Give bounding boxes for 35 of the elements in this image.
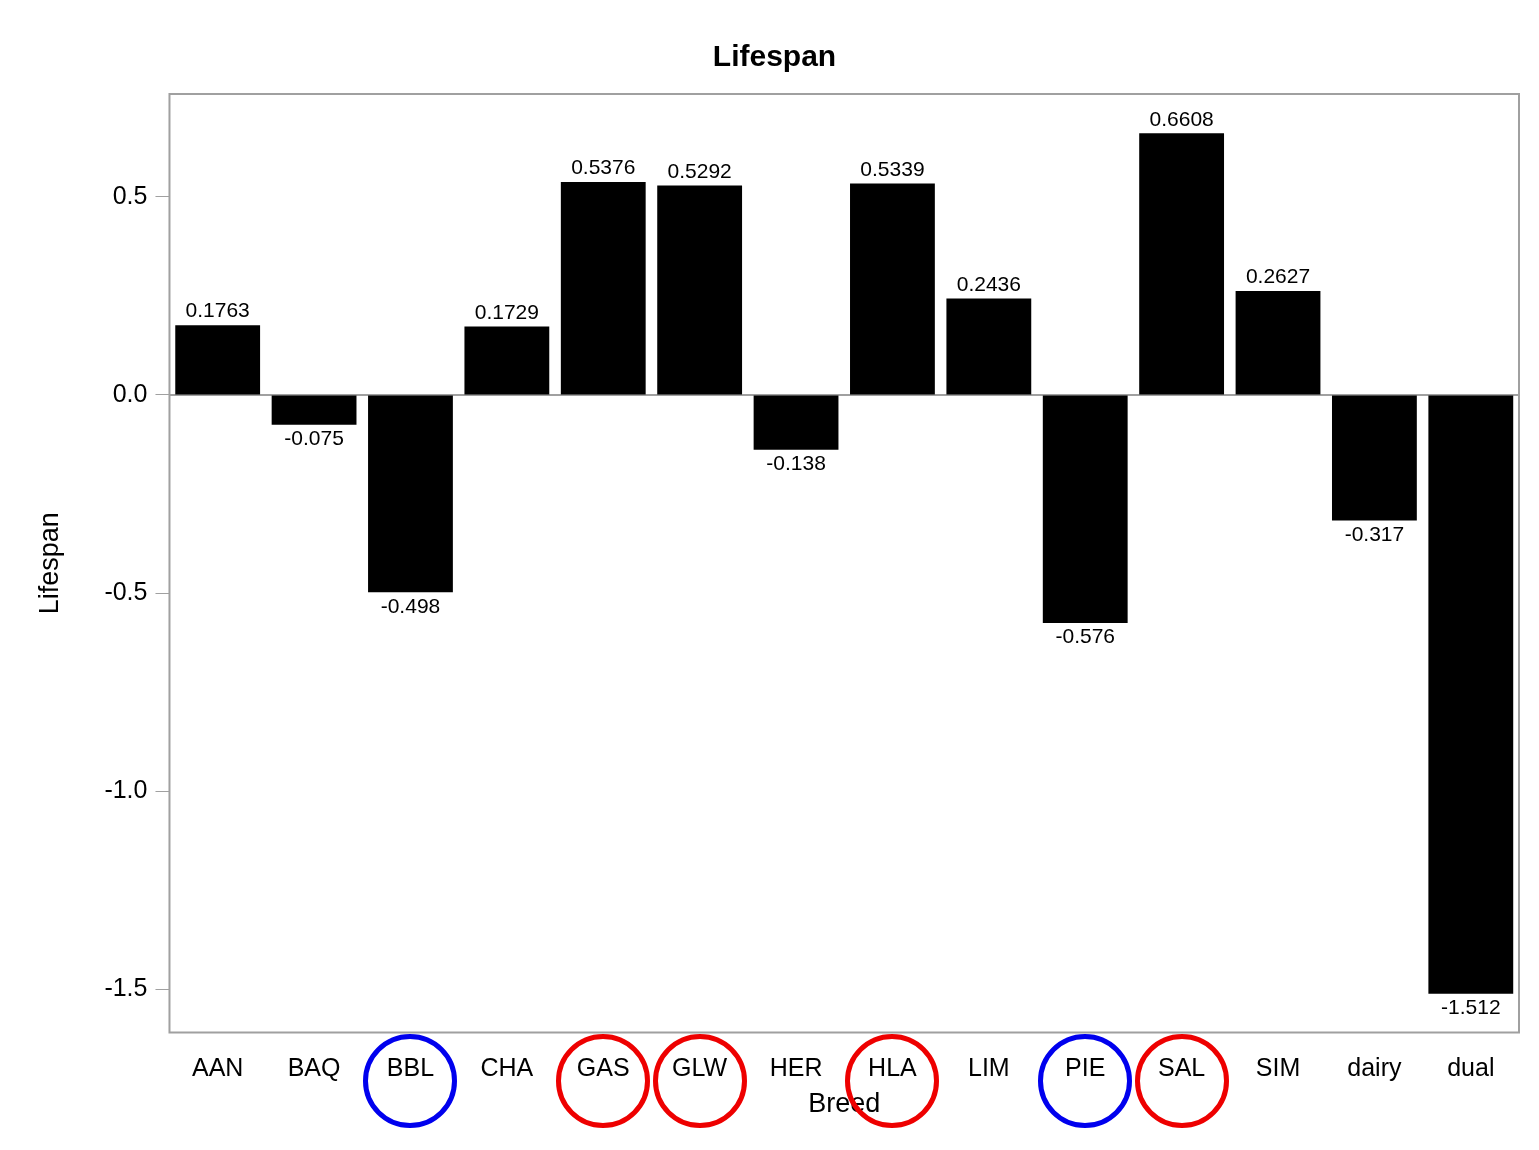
data-label: -0.576 (1055, 624, 1115, 648)
data-label: 0.1729 (474, 299, 539, 323)
x-tick-label: AAN (191, 1053, 244, 1082)
x-tick-label: CHA (480, 1053, 534, 1082)
x-tick-label: PIE (1065, 1053, 1106, 1082)
x-tick-label: BBL (386, 1053, 435, 1082)
x-tick-label: BAQ (287, 1053, 341, 1082)
x-tick-label: HLA (868, 1053, 918, 1082)
y-axis-title: Lifespan (33, 512, 64, 615)
y-tick-label: -0.5 (104, 576, 148, 605)
y-tick-label: 0.0 (112, 378, 148, 407)
data-label: -0.498 (380, 593, 441, 617)
x-tick-label: SIM (1255, 1053, 1301, 1082)
x-tick-label: GAS (576, 1053, 630, 1082)
data-label: -0.317 (1344, 521, 1405, 545)
y-tick-label: 0.5 (112, 180, 148, 209)
data-label: 0.2436 (956, 271, 1021, 295)
data-label: 0.5292 (667, 158, 732, 182)
chart-title: Lifespan (712, 39, 837, 73)
y-tick-label: -1.5 (104, 972, 148, 1001)
data-label: 0.5376 (571, 155, 636, 179)
data-label: 0.5339 (860, 156, 925, 180)
x-tick-label: dual (1447, 1053, 1495, 1082)
x-tick-label: LIM (967, 1053, 1010, 1082)
y-tick-label: -1.0 (104, 774, 148, 803)
x-tick-label: dairy (1347, 1053, 1402, 1082)
data-label: -0.075 (284, 425, 344, 449)
x-tick-label: HER (769, 1053, 823, 1082)
data-label: -0.138 (766, 450, 826, 474)
data-label: 0.1763 (185, 298, 250, 322)
data-label: 0.6608 (1149, 106, 1214, 130)
data-label: 0.2627 (1245, 264, 1311, 288)
x-tick-label: GLW (672, 1053, 728, 1082)
data-label: -1.512 (1441, 995, 1501, 1019)
x-tick-label: SAL (1157, 1053, 1206, 1082)
